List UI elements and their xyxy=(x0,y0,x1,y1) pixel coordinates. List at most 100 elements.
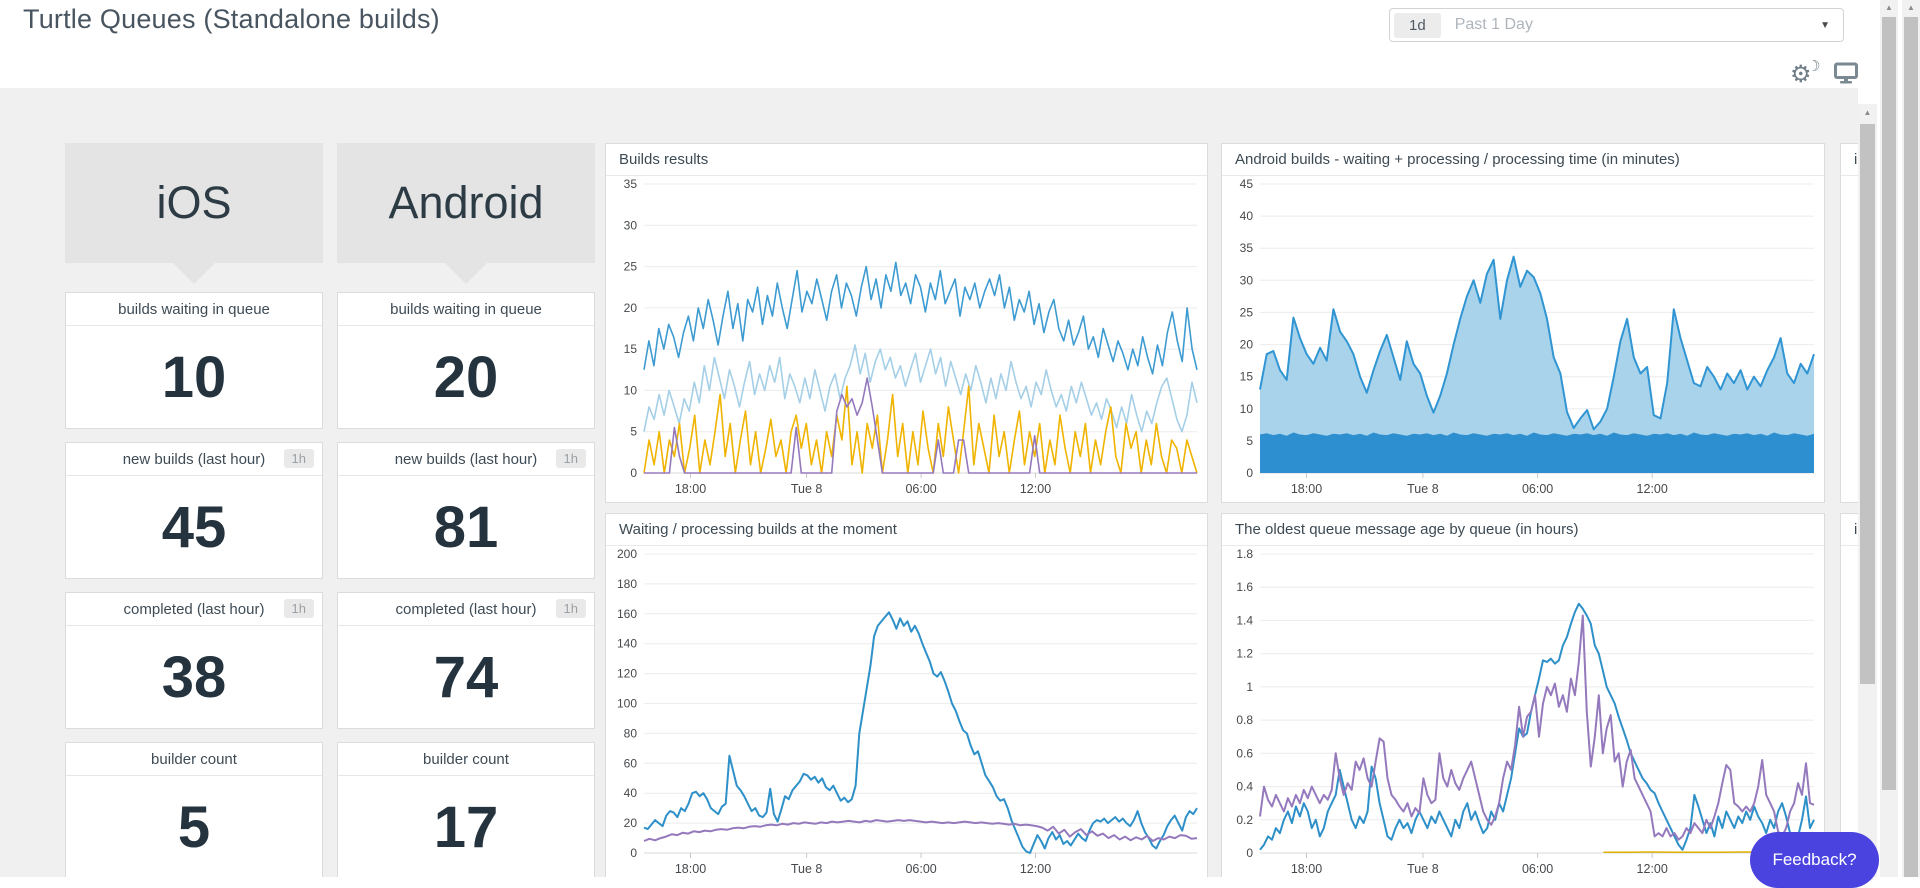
dashboard-canvas: iOS Android builds waiting in queue 10 n… xyxy=(0,88,1858,877)
svg-text:06:00: 06:00 xyxy=(905,862,936,876)
stat-label: completed (last hour) xyxy=(396,601,537,618)
timeframe-badge: 1h xyxy=(556,449,586,468)
scroll-up-icon[interactable]: ▲ xyxy=(1858,104,1877,121)
chart-card-waiting-processing: Waiting / processing builds at the momen… xyxy=(605,513,1208,877)
group-header-android-label: Android xyxy=(388,177,543,229)
stat-card-ios-new-builds: new builds (last hour) 1h 45 xyxy=(65,442,323,579)
time-range-shortcut[interactable]: 1d xyxy=(1394,13,1441,38)
stat-label: builder count xyxy=(151,751,237,768)
timeframe-badge: 1h xyxy=(556,599,586,618)
svg-text:1.8: 1.8 xyxy=(1236,547,1253,561)
svg-text:18:00: 18:00 xyxy=(1291,482,1322,496)
top-header: Turtle Queues (Standalone builds) 1d Pas… xyxy=(0,0,1920,88)
chart-title: The oldest queue message age by queue (i… xyxy=(1222,514,1824,546)
scroll-up-icon[interactable]: ▲ xyxy=(1880,0,1898,15)
stat-label: builder count xyxy=(423,751,509,768)
scrollbar-thumb[interactable] xyxy=(1860,124,1875,684)
scrollbar-thumb[interactable] xyxy=(1904,17,1918,877)
time-range-picker[interactable]: 1d Past 1 Day ▼ xyxy=(1389,8,1844,42)
scrollbar-thumb[interactable] xyxy=(1882,17,1896,790)
svg-text:10: 10 xyxy=(1240,402,1254,416)
svg-text:120: 120 xyxy=(617,667,637,681)
stat-value: 81 xyxy=(338,476,594,578)
chart-title: Builds results xyxy=(606,144,1207,176)
svg-text:20: 20 xyxy=(624,816,638,830)
chart-title-partial: iO xyxy=(1841,144,1858,176)
svg-text:1.6: 1.6 xyxy=(1236,580,1253,594)
svg-text:18:00: 18:00 xyxy=(675,482,706,496)
chart-title-partial: iO xyxy=(1841,514,1858,546)
svg-text:1.4: 1.4 xyxy=(1236,613,1253,627)
svg-text:18:00: 18:00 xyxy=(675,862,706,876)
page-scrollbar-2[interactable]: ▲ xyxy=(1902,0,1920,877)
settings-night-mode-icon[interactable]: ⚙ ☾ xyxy=(1790,57,1820,89)
svg-text:0.8: 0.8 xyxy=(1236,713,1253,727)
stat-value: 5 xyxy=(66,776,322,877)
stat-value: 45 xyxy=(66,476,322,578)
time-range-label: Past 1 Day xyxy=(1455,16,1533,34)
stat-card-ios-waiting: builds waiting in queue 10 xyxy=(65,292,323,429)
stat-value: 17 xyxy=(338,776,594,877)
svg-text:180: 180 xyxy=(617,577,637,591)
svg-text:35: 35 xyxy=(624,177,638,191)
group-header-android-tail xyxy=(445,263,487,284)
svg-text:12:00: 12:00 xyxy=(1020,482,1051,496)
stat-card-android-builder-count: builder count 17 xyxy=(337,742,595,877)
svg-text:06:00: 06:00 xyxy=(905,482,936,496)
svg-text:40: 40 xyxy=(1240,209,1254,223)
svg-text:5: 5 xyxy=(1246,434,1253,448)
svg-text:60: 60 xyxy=(624,756,638,770)
svg-text:0: 0 xyxy=(1246,466,1253,480)
svg-text:10: 10 xyxy=(624,383,638,397)
svg-text:15: 15 xyxy=(1240,370,1254,384)
stat-card-ios-completed: completed (last hour) 1h 38 xyxy=(65,592,323,729)
svg-text:0.4: 0.4 xyxy=(1236,780,1253,794)
svg-text:12:00: 12:00 xyxy=(1637,862,1668,876)
chart-title: Android builds - waiting + processing / … xyxy=(1222,144,1824,176)
svg-text:0: 0 xyxy=(630,846,637,860)
svg-text:20: 20 xyxy=(1240,338,1254,352)
svg-text:18:00: 18:00 xyxy=(1291,862,1322,876)
page-scrollbar-1[interactable]: ▲ xyxy=(1880,0,1898,877)
stat-card-android-completed: completed (last hour) 1h 74 xyxy=(337,592,595,729)
svg-text:0: 0 xyxy=(1246,846,1253,860)
svg-text:140: 140 xyxy=(617,637,637,651)
svg-text:1: 1 xyxy=(1246,680,1253,694)
svg-text:80: 80 xyxy=(624,726,638,740)
stat-label: builds waiting in queue xyxy=(390,301,542,318)
chart-title: Waiting / processing builds at the momen… xyxy=(606,514,1207,546)
svg-text:0.2: 0.2 xyxy=(1236,813,1253,827)
svg-text:25: 25 xyxy=(624,260,638,274)
timeframe-badge: 1h xyxy=(284,599,314,618)
chevron-down-icon[interactable]: ▼ xyxy=(1820,20,1830,31)
header-icon-row: ⚙ ☾ xyxy=(1790,56,1858,90)
stat-label: builds waiting in queue xyxy=(118,301,270,318)
group-header-android: Android xyxy=(337,143,595,263)
stat-label: completed (last hour) xyxy=(124,601,265,618)
scroll-up-icon[interactable]: ▲ xyxy=(1902,0,1920,15)
stat-card-ios-builder-count: builder count 5 xyxy=(65,742,323,877)
stat-value: 38 xyxy=(66,626,322,728)
tv-mode-icon[interactable] xyxy=(1834,62,1858,84)
svg-text:100: 100 xyxy=(617,697,637,711)
svg-text:0.6: 0.6 xyxy=(1236,746,1253,760)
svg-text:40: 40 xyxy=(624,786,638,800)
group-header-ios: iOS xyxy=(65,143,323,263)
feedback-button[interactable]: Feedback? xyxy=(1750,832,1879,888)
stat-card-android-waiting: builds waiting in queue 20 xyxy=(337,292,595,429)
dashboard-scrollbar[interactable]: ▲ xyxy=(1858,104,1877,877)
svg-text:0: 0 xyxy=(630,466,637,480)
stat-label: new builds (last hour) xyxy=(395,451,538,468)
svg-text:200: 200 xyxy=(617,547,637,561)
svg-text:30: 30 xyxy=(624,218,638,232)
svg-text:15: 15 xyxy=(624,342,638,356)
svg-text:Tue 8: Tue 8 xyxy=(791,482,823,496)
chart-card-partial-bottom: iO xyxy=(1840,513,1858,877)
page-title: Turtle Queues (Standalone builds) xyxy=(23,4,440,35)
